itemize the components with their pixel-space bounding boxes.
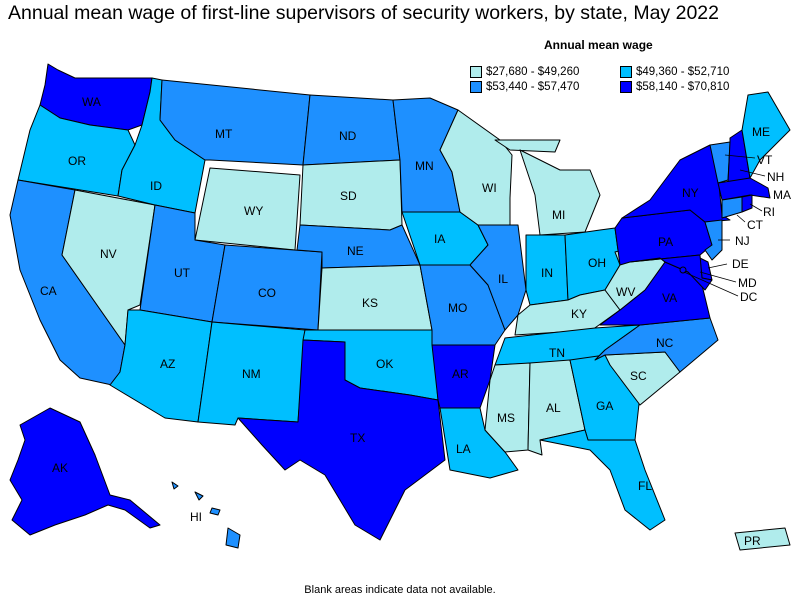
state-label-TN: TN	[549, 346, 565, 360]
legend-item-bin-3: $53,440 - $57,470	[470, 81, 579, 93]
state-label-MD: MD	[738, 276, 757, 290]
state-label-TX: TX	[350, 431, 365, 445]
state-label-MI: MI	[552, 208, 565, 222]
state-label-OK: OK	[376, 357, 393, 371]
leader-line	[749, 203, 763, 212]
state-label-WY: WY	[244, 204, 263, 218]
state-label-WA: WA	[82, 95, 101, 109]
map-title: Annual mean wage of first-line superviso…	[8, 2, 719, 24]
state-label-NV: NV	[100, 247, 117, 261]
state-label-NJ: NJ	[735, 234, 750, 248]
state-label-NC: NC	[656, 336, 674, 350]
state-label-MT: MT	[215, 127, 233, 141]
state-label-ID: ID	[150, 179, 162, 193]
state-label-UT: UT	[174, 266, 191, 280]
state-label-DC: DC	[740, 290, 758, 304]
state-WA[interactable]	[39, 63, 153, 131]
state-label-LA: LA	[456, 442, 471, 456]
state-label-RI: RI	[763, 205, 775, 219]
state-label-KY: KY	[571, 307, 587, 321]
state-label-OH: OH	[588, 256, 606, 270]
state-label-CO: CO	[258, 286, 276, 300]
state-DC[interactable]	[679, 266, 687, 274]
state-CT[interactable]	[721, 196, 743, 219]
state-label-SD: SD	[340, 189, 357, 203]
legend-item-bin-4: $58,140 - $70,810	[620, 81, 729, 93]
state-label-GA: GA	[596, 399, 613, 413]
state-label-ME: ME	[752, 125, 770, 139]
state-label-IA: IA	[434, 232, 445, 246]
state-label-MS: MS	[497, 411, 515, 425]
state-MI[interactable]	[494, 139, 601, 236]
state-label-NY: NY	[682, 186, 699, 200]
state-TX[interactable]	[237, 339, 446, 541]
state-NY[interactable]	[621, 144, 731, 223]
legend-swatch	[620, 81, 632, 93]
state-FL[interactable]	[539, 429, 666, 531]
legend-swatch	[470, 66, 482, 78]
leader-line	[736, 214, 746, 223]
state-label-IN: IN	[541, 266, 553, 280]
state-NC[interactable]	[594, 317, 719, 373]
state-label-MN: MN	[415, 159, 434, 173]
state-IL[interactable]	[469, 224, 527, 331]
state-label-PR: PR	[744, 534, 761, 548]
legend-label: $49,360 - $52,710	[636, 66, 730, 78]
state-label-OR: OR	[68, 154, 86, 168]
leader-line	[683, 271, 739, 297]
state-NJ[interactable]	[704, 219, 723, 261]
footnote: Blank areas indicate data not available.	[304, 584, 496, 596]
legend-item-bin-2: $49,360 - $52,710	[620, 66, 729, 78]
state-label-HI: HI	[190, 510, 202, 524]
legend-label: $58,140 - $70,810	[636, 81, 730, 93]
state-AK[interactable]	[9, 407, 161, 536]
state-label-PA: PA	[658, 235, 673, 249]
legend-swatch	[620, 66, 632, 78]
state-label-AR: AR	[452, 367, 469, 381]
legend-label: $53,440 - $57,470	[486, 81, 580, 93]
state-label-NE: NE	[347, 244, 364, 258]
state-label-AL: AL	[546, 401, 561, 415]
state-label-CT: CT	[747, 218, 764, 232]
state-label-IL: IL	[498, 272, 508, 286]
state-label-FL: FL	[638, 479, 652, 493]
state-label-MO: MO	[448, 301, 467, 315]
state-label-VA: VA	[662, 291, 677, 305]
state-LA[interactable]	[439, 407, 519, 479]
legend-item-bin-1: $27,680 - $49,260	[470, 66, 579, 78]
state-label-NM: NM	[242, 367, 261, 381]
state-label-WV: WV	[616, 285, 635, 299]
state-RI[interactable]	[741, 194, 753, 213]
state-label-DE: DE	[732, 257, 749, 271]
state-label-AZ: AZ	[160, 357, 175, 371]
state-label-KS: KS	[362, 296, 378, 310]
leader-line	[739, 169, 766, 177]
state-label-NH: NH	[767, 170, 784, 184]
legend-title: Annual mean wage	[544, 38, 653, 52]
state-label-WI: WI	[482, 181, 497, 195]
state-label-SC: SC	[630, 369, 647, 383]
leader-line	[724, 154, 756, 159]
state-HI[interactable]	[171, 481, 241, 549]
leader-line	[707, 263, 728, 269]
legend-swatch	[470, 81, 482, 93]
state-MD[interactable]	[629, 254, 713, 291]
state-label-CA: CA	[40, 284, 57, 298]
state-PR[interactable]	[734, 527, 791, 551]
state-label-ND: ND	[339, 129, 357, 143]
legend-label: $27,680 - $49,260	[486, 66, 580, 78]
state-label-MA: MA	[773, 188, 791, 202]
state-label-VT: VT	[757, 153, 773, 167]
state-label-AK: AK	[52, 461, 68, 475]
leader-line	[699, 271, 737, 283]
state-labels: WA OR CA NV ID MT WY UT AZ CO NM ND SD N…	[40, 95, 791, 548]
